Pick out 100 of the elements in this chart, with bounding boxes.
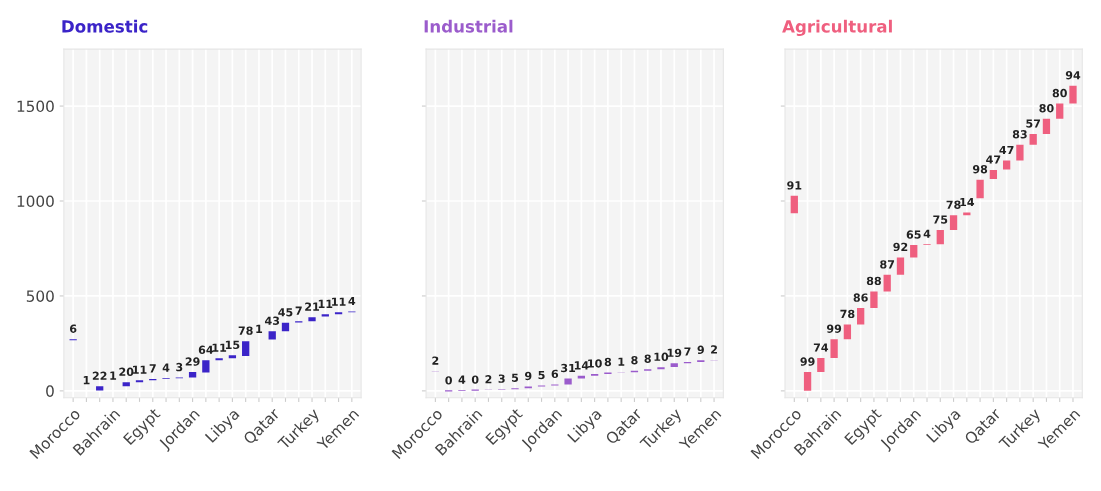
bar — [228, 355, 237, 359]
bar — [790, 195, 798, 214]
text: 10 — [588, 359, 602, 368]
text: 6 — [69, 324, 77, 333]
text: 4 — [162, 363, 170, 372]
text: 1 — [618, 357, 625, 366]
bar — [989, 170, 998, 179]
text: 83 — [1012, 130, 1027, 139]
text: 87 — [880, 260, 895, 269]
text: 31 — [561, 363, 576, 373]
text: 14 — [574, 361, 589, 370]
text: 7 — [684, 347, 691, 356]
bar — [1069, 85, 1077, 104]
text: 2 — [485, 375, 492, 384]
text: 78 — [238, 326, 253, 335]
text: 8 — [631, 356, 638, 365]
text: 1 — [110, 371, 117, 380]
text: 92 — [893, 242, 908, 252]
text: 7 — [295, 306, 302, 315]
bar — [857, 308, 865, 325]
text: 45 — [278, 308, 293, 317]
text: 1 — [83, 376, 90, 385]
bar — [242, 341, 250, 356]
text: 88 — [866, 276, 881, 286]
text: 94 — [1065, 71, 1081, 80]
text: 22 — [92, 371, 107, 380]
text: 8 — [644, 354, 651, 363]
bar — [188, 372, 197, 378]
bar — [976, 179, 984, 199]
text: 47 — [999, 145, 1014, 155]
text: 21 — [305, 302, 319, 311]
text: 99 — [826, 324, 842, 333]
bar — [883, 274, 891, 292]
text: 5 — [511, 373, 519, 382]
text: 6 — [551, 369, 559, 379]
text: 7 — [149, 364, 156, 373]
text: 20 — [119, 367, 134, 377]
text: 2 — [432, 356, 439, 365]
text: 14 — [960, 198, 975, 207]
text: 29 — [185, 357, 200, 366]
text: 3 — [498, 374, 505, 383]
bar — [910, 245, 918, 258]
chart-title: Industrial — [424, 19, 513, 33]
text: 65 — [906, 230, 921, 239]
bar — [135, 380, 144, 383]
text: 80 — [1039, 104, 1054, 113]
bar — [96, 386, 104, 391]
y-tick-label: 1000 — [17, 195, 54, 208]
bar — [577, 375, 586, 379]
bar — [949, 215, 958, 231]
bar — [817, 358, 825, 373]
text: 4 — [923, 229, 931, 238]
y-tick-label: 0 — [46, 385, 54, 397]
text: 2 — [711, 345, 717, 354]
text: 1 — [256, 324, 263, 333]
text: 11 — [332, 297, 346, 306]
text: 5 — [538, 370, 545, 380]
text: 4 — [348, 296, 356, 306]
text: 9 — [697, 345, 704, 354]
text: 19 — [667, 348, 682, 358]
bar — [202, 360, 210, 373]
bar — [268, 331, 276, 340]
chart-title: Domestic — [62, 19, 148, 33]
text: 43 — [264, 316, 280, 325]
text: 9 — [524, 371, 532, 381]
bar — [1042, 118, 1051, 134]
bar — [122, 382, 130, 387]
text: 15 — [225, 340, 240, 350]
text: 0 — [471, 375, 479, 384]
text: 78 — [946, 200, 961, 209]
bar — [670, 363, 678, 367]
bar — [1016, 144, 1024, 161]
text: 78 — [840, 309, 855, 319]
bar — [936, 230, 944, 245]
y-tick-label: 1500 — [17, 100, 54, 113]
text: 11 — [212, 343, 227, 352]
bar — [870, 291, 878, 309]
text: 91 — [787, 181, 802, 190]
bar — [334, 312, 343, 315]
text: 8 — [604, 357, 612, 367]
text: 80 — [1052, 88, 1067, 98]
bar — [321, 314, 329, 317]
text: 3 — [176, 362, 183, 372]
text: 64 — [198, 345, 214, 354]
text: 57 — [1026, 119, 1041, 128]
text: 99 — [800, 357, 815, 366]
bar — [896, 257, 905, 275]
y-tick-label: 500 — [26, 290, 54, 302]
bar — [215, 358, 223, 361]
bar — [830, 339, 838, 359]
text: 74 — [813, 343, 829, 352]
text: 47 — [986, 155, 1001, 164]
bar — [843, 324, 852, 340]
text: 98 — [972, 165, 988, 174]
text: 4 — [458, 375, 466, 384]
text: 0 — [445, 376, 452, 385]
text: 11 — [133, 365, 147, 374]
bar — [564, 378, 572, 385]
bar — [1056, 103, 1064, 119]
bar — [803, 372, 812, 391]
